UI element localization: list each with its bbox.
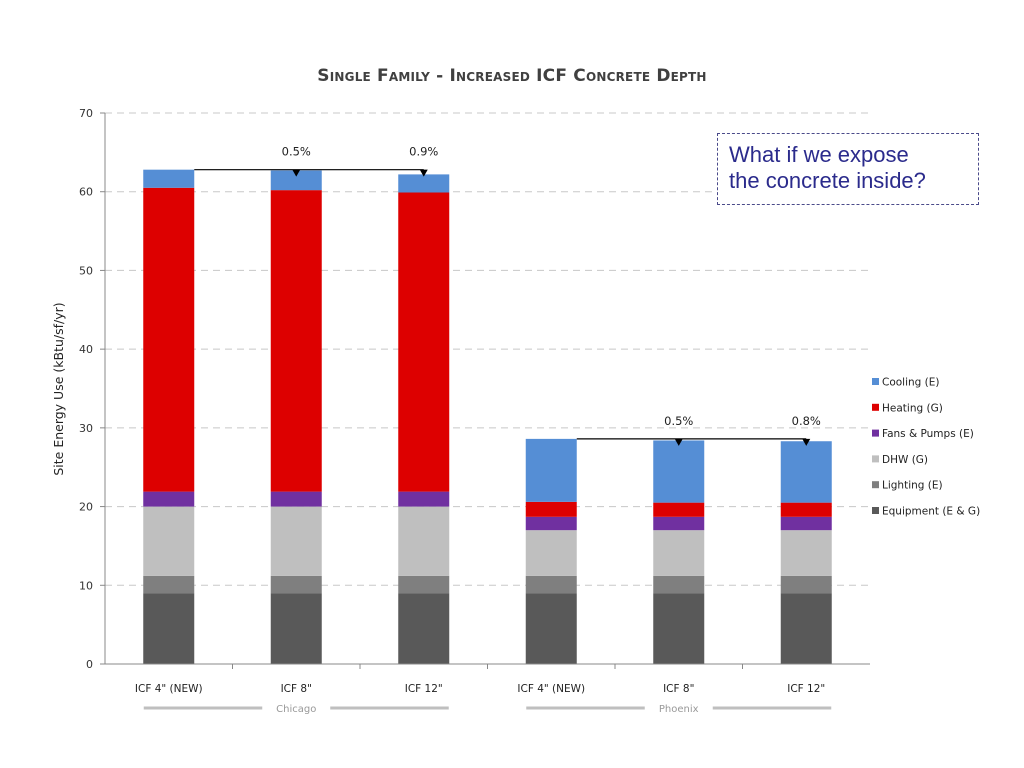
bar-segment-dhw-g [270,506,322,576]
bar-segment-fans-pumps-e [525,516,577,531]
y-tick-label: 40 [79,343,93,356]
bar-segment-cooling-e [270,170,322,191]
change-annotations: 0.5% 0.9% 0.5% 0.8% [194,145,821,446]
bar-segment-fans-pumps-e [398,491,450,507]
bar-segment-lighting-e [398,575,450,594]
legend-swatch [872,378,879,385]
bar-segment-cooling-e [780,441,832,503]
legend-label: Lighting (E) [882,480,943,492]
bar-segment-lighting-e [780,575,832,594]
bar-segment-fans-pumps-e [270,491,322,507]
legend-swatch [872,507,879,514]
bar-segment-equipment-e-g [780,593,832,664]
axes [100,112,870,669]
bar-segment-equipment-e-g [653,593,705,664]
bar-segment-dhw-g [398,506,450,576]
bar-segment-equipment-e-g [398,593,450,664]
group-label: Phoenix [659,704,699,715]
bar-segment-cooling-e [525,438,577,502]
change-label: 0.5% [282,145,311,159]
bar-segment-fans-pumps-e [780,516,832,531]
legend-label: Cooling (E) [882,377,940,389]
y-tick-label: 0 [86,658,93,671]
legend-swatch [872,455,879,463]
legend: Cooling (E) Heating (G) Fans & Pumps (E) DH… [872,377,980,518]
bar-segment-heating-g [398,192,450,492]
change-label: 0.9% [409,145,438,159]
change-label: 0.8% [792,414,821,428]
x-tick-label: ICF 8" [663,683,694,695]
bar-segment-equipment-e-g [270,593,322,664]
bar-segment-dhw-g [653,530,705,576]
bar-segment-fans-pumps-e [653,516,705,531]
bar-segment-equipment-e-g [525,593,577,664]
bar-segment-lighting-e [270,575,322,594]
bar-segment-lighting-e [143,575,195,594]
legend-swatch [872,403,879,411]
down-arrow-icon [802,438,811,446]
y-axis-label: Site Energy Use (kBtu/sf/yr) [51,302,66,475]
bar-segment-cooling-e [653,440,705,503]
group-labels: Chicago Phoenix [143,704,832,715]
change-label: 0.5% [664,414,693,428]
chart-title: Single Family - Increased ICF Concrete D… [317,66,707,86]
legend-swatch [872,481,879,489]
callout-box: What if we expose the concrete inside? [717,133,979,205]
y-tick-label: 50 [79,264,93,277]
bar-segment-heating-g [780,502,832,517]
callout-line-2: the concrete inside? [729,168,926,193]
x-tick-label: ICF 12" [787,683,825,695]
bar-segment-cooling-e [143,169,195,188]
bar-segment-dhw-g [143,506,195,576]
y-tick-label: 30 [79,422,93,435]
bar-segment-heating-g [525,501,577,517]
x-tick-label: ICF 4" (NEW) [517,683,585,695]
x-tick-label: ICF 4" (NEW) [135,683,203,695]
y-tick-label: 10 [79,579,93,592]
y-tick-label: 60 [79,186,93,199]
down-arrow-icon [419,169,428,177]
x-tick-label: ICF 8" [281,683,312,695]
x-tick-labels: ICF 4" (NEW) ICF 8" ICF 12" ICF 4" (NEW) ICF… [135,683,825,695]
y-tick-labels: 0 10 20 30 40 50 60 70 [79,107,93,671]
bar-segment-equipment-e-g [143,593,195,664]
y-tick-label: 70 [79,107,93,120]
bar-segment-heating-g [143,187,195,492]
bar-segment-lighting-e [525,575,577,594]
legend-label: Fans & Pumps (E) [882,428,974,440]
group-label: Chicago [276,704,316,715]
legend-label: Equipment (E & G) [882,506,980,518]
x-tick-label: ICF 12" [405,683,443,695]
legend-swatch [872,429,879,437]
bar-segment-heating-g [653,502,705,517]
bar-segment-heating-g [270,190,322,492]
bar-segment-cooling-e [398,174,450,193]
legend-label: DHW (G) [882,454,928,466]
bar-segment-lighting-e [653,575,705,594]
down-arrow-icon [674,438,683,446]
bars [143,169,832,664]
callout-line-1: What if we expose [729,142,909,167]
bar-segment-fans-pumps-e [143,491,195,507]
bar-segment-dhw-g [525,530,577,576]
down-arrow-icon [292,169,301,177]
y-tick-label: 20 [79,501,93,514]
bar-segment-dhw-g [780,530,832,576]
legend-label: Heating (G) [882,402,943,414]
